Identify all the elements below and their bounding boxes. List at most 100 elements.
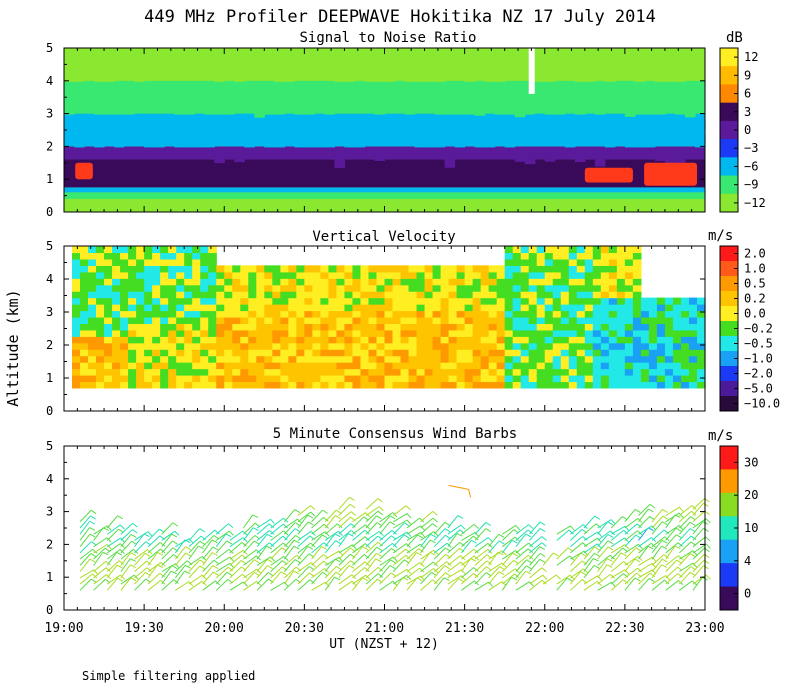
- wind-barb: [529, 567, 543, 579]
- vv-cell: [88, 316, 97, 324]
- vv-cell: [280, 310, 289, 318]
- wind-barb-flag: [92, 573, 98, 579]
- vv-cell: [480, 304, 490, 312]
- vv-cell: [512, 316, 522, 324]
- wind-barb-flag: [241, 554, 247, 560]
- wind-barb: [474, 560, 488, 572]
- vv-cell: [528, 310, 538, 318]
- vv-cell: [104, 342, 113, 350]
- wind-barb-flag: [635, 547, 642, 552]
- wind-barb: [338, 565, 350, 579]
- wind-barb: [283, 559, 296, 572]
- wind-barb: [161, 530, 176, 541]
- vv-cell: [208, 252, 217, 260]
- wind-barb-flag: [473, 524, 479, 529]
- vv-cell: [560, 310, 570, 318]
- vv-cell: [408, 362, 418, 370]
- snr-cell: [154, 124, 165, 137]
- vv-cell: [376, 284, 386, 292]
- vv-cell: [104, 362, 113, 370]
- wind-barb-flag: [665, 575, 671, 581]
- vv-cell: [136, 362, 145, 370]
- vv-cell: [584, 246, 594, 254]
- wind-barb: [79, 515, 91, 529]
- vv-cell: [168, 304, 177, 312]
- wind-barb-flag: [253, 540, 260, 545]
- vv-cell: [320, 284, 330, 292]
- vv-cell: [624, 310, 634, 318]
- vv-cell: [504, 297, 514, 305]
- vv-cell: [560, 304, 570, 312]
- wind-barb: [474, 537, 489, 548]
- vv-cell: [488, 375, 498, 383]
- colorbar-swatch: [720, 381, 738, 397]
- vv-cell: [464, 342, 474, 350]
- wind-barb: [638, 537, 652, 548]
- vv-cell: [176, 381, 185, 389]
- vv-cell: [192, 336, 201, 344]
- wind-barb: [542, 574, 557, 585]
- wind-barb: [433, 572, 446, 585]
- snr-cell: [674, 66, 686, 82]
- vv-cell: [104, 375, 113, 383]
- snr-cell: [334, 119, 346, 127]
- vv-cell: [696, 297, 706, 305]
- vv-cell: [616, 297, 626, 305]
- wind-barb: [393, 519, 408, 529]
- wind-barb: [202, 565, 214, 579]
- wind-barb: [311, 546, 322, 560]
- vv-cell: [488, 336, 498, 344]
- vv-cell: [656, 342, 666, 350]
- vv-cell: [432, 349, 442, 357]
- vv-cell: [160, 310, 169, 318]
- vv-cell: [464, 271, 474, 279]
- wind-barb-flag: [241, 542, 247, 547]
- vv-cell: [600, 375, 610, 383]
- wind-barb-flag: [293, 539, 300, 544]
- vv-cell: [200, 252, 209, 260]
- wind-barb-flag: [172, 522, 179, 527]
- vv-cell: [440, 323, 450, 331]
- vv-cell: [480, 265, 490, 273]
- wind-barb: [474, 542, 489, 554]
- wind-barb: [447, 578, 459, 591]
- wind-barb-flag: [473, 535, 479, 541]
- vv-cell: [608, 258, 618, 266]
- vv-cell: [272, 368, 281, 376]
- snr-cell: [374, 153, 386, 161]
- vv-cell: [456, 316, 466, 324]
- wind-barb: [570, 568, 584, 579]
- vv-cell: [544, 297, 554, 305]
- vv-cell: [456, 271, 466, 279]
- wind-barb: [692, 510, 706, 523]
- vv-cell: [520, 329, 530, 337]
- vv-cell: [656, 381, 666, 389]
- wind-barb: [515, 529, 529, 541]
- wind-barb: [638, 516, 650, 529]
- wind-barb-flag: [106, 537, 112, 543]
- vv-cell: [152, 297, 161, 305]
- wind-barb-flag: [460, 524, 466, 530]
- vv-cell: [208, 284, 217, 292]
- vv-cell: [384, 278, 394, 286]
- vv-cell: [392, 349, 402, 357]
- vv-cell: [632, 349, 642, 357]
- vv-cell: [104, 284, 113, 292]
- vv-cell: [208, 297, 217, 305]
- wind-barb-flag: [405, 548, 411, 554]
- colorbar-label: 3: [744, 105, 751, 119]
- wind-barb: [448, 484, 469, 490]
- wind-barb-flag: [430, 533, 437, 538]
- snr-cell: [514, 153, 526, 162]
- vv-cell: [88, 246, 97, 254]
- vv-cell: [288, 329, 297, 337]
- wind-barb: [93, 544, 108, 554]
- wind-barb-flag: [457, 515, 464, 519]
- vv-cell: [120, 342, 129, 350]
- vv-cell: [664, 362, 674, 370]
- vv-cell: [360, 342, 370, 350]
- vv-cell: [552, 329, 562, 337]
- wind-barb: [365, 535, 379, 548]
- wind-barb: [270, 547, 283, 560]
- vv-cell: [216, 362, 225, 370]
